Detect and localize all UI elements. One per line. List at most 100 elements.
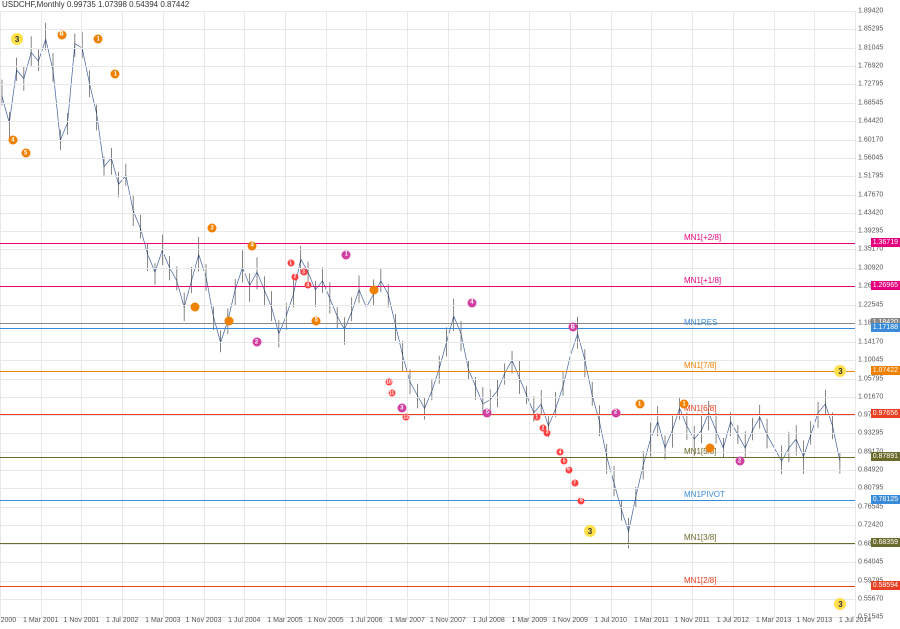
wave-marker: B — [568, 323, 577, 332]
wave-marker: 1 — [680, 400, 689, 409]
wave-marker: 5 — [561, 458, 568, 465]
gridline-h — [0, 66, 855, 67]
x-tick-label: 1 Jul 2012 — [717, 617, 749, 624]
y-tick-label: 1.39295 — [858, 228, 883, 235]
x-tick-label: 1 Nov 2001 — [64, 617, 100, 624]
y-tick-label: 0.72420 — [858, 522, 883, 529]
gridline-h — [0, 379, 855, 380]
wave-marker: 6 — [565, 466, 572, 473]
wave-marker: 7 — [571, 480, 578, 487]
x-tick-label: 1 Nov 2009 — [552, 617, 588, 624]
wave-marker: 1 — [342, 250, 351, 259]
x-tick-label: 1 Mar 2009 — [512, 617, 547, 624]
level-label: MN1[6/8] — [684, 404, 716, 413]
level-line — [0, 586, 855, 587]
level-line — [0, 286, 855, 287]
y-tick-label: 1.81045 — [858, 44, 883, 51]
wave-marker: 12 — [403, 414, 410, 421]
level-line — [0, 543, 855, 544]
gridline-h — [0, 121, 855, 122]
wave-marker — [190, 303, 199, 312]
price-tag: 0.78125 — [871, 495, 900, 504]
gridline-h — [0, 84, 855, 85]
wave-marker: 5 — [483, 408, 492, 417]
x-tick-label: 1 Mar 2005 — [267, 617, 302, 624]
wave-marker: 1 — [287, 260, 294, 267]
wave-marker: 5 — [21, 149, 30, 158]
wave-marker: 10 — [386, 379, 393, 386]
chart-area[interactable]: MN1[+2/8]MN1[+1/8]MN1RESMN1[7/8]MN1[6/8]… — [0, 11, 855, 617]
x-tick-label: 1 Mar 2001 — [23, 617, 58, 624]
level-line — [0, 500, 855, 501]
gridline-h — [0, 103, 855, 104]
gridline-h — [0, 213, 855, 214]
y-axis: 1.894201.852951.810451.769201.727951.685… — [855, 11, 900, 617]
wave-marker: 3 — [544, 429, 551, 436]
gridline-h — [0, 268, 855, 269]
y-tick-label: 1.51795 — [858, 173, 883, 180]
level-label: MN1RES — [684, 318, 717, 327]
wave-marker: 3 — [834, 365, 846, 377]
wave-marker: 3 — [834, 598, 846, 610]
x-axis: 1 Jul 20001 Mar 20011 Nov 20011 Jul 2002… — [0, 617, 855, 629]
gridline-h — [0, 231, 855, 232]
wave-marker: 1 — [533, 414, 540, 421]
price-tag: 0.68359 — [871, 538, 900, 547]
y-tick-label: 1.01670 — [858, 393, 883, 400]
price-tag: 1.07422 — [871, 366, 900, 375]
gridline-h — [0, 176, 855, 177]
level-line — [0, 328, 855, 329]
y-tick-label: 0.84920 — [858, 467, 883, 474]
gridline-h — [0, 360, 855, 361]
x-tick-label: 1 Mar 2003 — [145, 617, 180, 624]
chart-container: USDCHF,Monthly 0.99735 1.07398 0.54394 0… — [0, 0, 900, 629]
x-tick-label: 1 Jul 2010 — [595, 617, 627, 624]
y-tick-label: 1.76920 — [858, 62, 883, 69]
x-tick-label: 1 Nov 2007 — [430, 617, 466, 624]
gridline-h — [0, 249, 855, 250]
wave-marker: 3 — [584, 525, 596, 537]
x-tick-label: 1 Mar 2007 — [389, 617, 424, 624]
gridline-h — [0, 525, 855, 526]
level-label: MN1[7/8] — [684, 361, 716, 370]
x-tick-label: 1 Jul 2004 — [228, 617, 260, 624]
wave-marker — [370, 285, 379, 294]
wave-marker: 8 — [578, 497, 585, 504]
wave-marker: 4 — [557, 449, 564, 456]
price-tag: 1.17188 — [871, 323, 900, 332]
y-tick-label: 1.14170 — [858, 338, 883, 345]
gridline-h — [0, 581, 855, 582]
x-tick-label: 1 Mar 2011 — [634, 617, 669, 624]
x-tick-label: 1 Mar 2013 — [756, 617, 791, 624]
wave-marker — [705, 443, 714, 452]
wave-marker: B — [57, 30, 66, 39]
x-tick-label: 1 Jul 2008 — [472, 617, 504, 624]
y-tick-label: 1.47670 — [858, 191, 883, 198]
level-line — [0, 323, 855, 324]
wave-marker: 3 — [397, 404, 406, 413]
gridline-h — [0, 29, 855, 30]
gridline-h — [0, 305, 855, 306]
y-tick-label: 1.05795 — [858, 375, 883, 382]
wave-marker: 4 — [304, 282, 311, 289]
y-tick-label: 0.55670 — [858, 595, 883, 602]
y-tick-label: 1.85295 — [858, 26, 883, 33]
y-tick-label: 1.89420 — [858, 8, 883, 15]
wave-marker: 2 — [735, 457, 744, 466]
y-tick-label: 0.64045 — [858, 559, 883, 566]
level-label: MN1[3/8] — [684, 533, 716, 542]
gridline-h — [0, 11, 855, 12]
y-tick-label: 1.72795 — [858, 81, 883, 88]
gridline-h — [0, 158, 855, 159]
x-tick-label: 1 Jul 2000 — [0, 617, 16, 624]
price-tag: 1.26965 — [871, 281, 900, 290]
gridline-h — [0, 140, 855, 141]
x-tick-label: 1 Nov 2013 — [796, 617, 832, 624]
level-line — [0, 371, 855, 372]
x-tick-label: 1 Jul 2014 — [839, 617, 871, 624]
x-tick-label: 1 Nov 2003 — [186, 617, 222, 624]
wave-marker: 3 — [208, 224, 217, 233]
y-tick-label: 1.35170 — [858, 246, 883, 253]
level-line — [0, 243, 855, 244]
level-label: MN1[2/8] — [684, 576, 716, 585]
